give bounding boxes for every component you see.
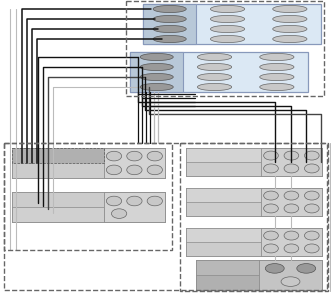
Ellipse shape [305,151,319,160]
Ellipse shape [147,151,163,161]
Bar [12,192,104,222]
Bar [4,143,172,250]
Bar [104,192,165,222]
Bar [186,228,322,256]
Bar [12,192,165,222]
Bar [104,148,165,178]
Ellipse shape [264,204,278,213]
Ellipse shape [211,35,245,43]
Ellipse shape [260,64,294,71]
Ellipse shape [264,164,278,173]
Ellipse shape [284,244,299,253]
Bar [186,162,261,176]
Bar [186,242,261,256]
Bar [196,260,259,275]
Ellipse shape [284,151,299,160]
Ellipse shape [140,74,173,81]
Ellipse shape [281,277,300,286]
Ellipse shape [273,35,307,43]
Ellipse shape [260,74,294,81]
Ellipse shape [264,151,278,160]
Bar [126,1,324,96]
Ellipse shape [153,5,186,13]
Ellipse shape [264,191,278,200]
Bar [143,4,321,44]
Ellipse shape [273,25,307,33]
Ellipse shape [106,196,122,206]
Ellipse shape [264,231,278,240]
Ellipse shape [305,164,319,173]
Bar [186,202,261,216]
Ellipse shape [106,165,122,175]
Bar [196,260,322,290]
Bar [186,228,261,242]
Bar [12,148,165,178]
Ellipse shape [265,264,284,273]
Ellipse shape [197,83,232,91]
Ellipse shape [153,35,186,43]
Bar [259,260,322,290]
Ellipse shape [140,83,173,91]
Ellipse shape [211,25,245,33]
Ellipse shape [273,15,307,23]
Ellipse shape [112,209,127,218]
Bar [186,148,261,162]
Ellipse shape [127,165,142,175]
Ellipse shape [305,191,319,200]
Ellipse shape [284,191,299,200]
Bar [130,52,308,92]
Ellipse shape [140,54,173,61]
Ellipse shape [127,151,142,161]
Ellipse shape [211,15,245,23]
Ellipse shape [211,5,245,13]
Ellipse shape [140,64,173,71]
Bar [130,52,183,92]
Bar [12,207,104,222]
Bar [261,148,322,176]
Ellipse shape [106,151,122,161]
Ellipse shape [305,204,319,213]
Ellipse shape [260,83,294,91]
Ellipse shape [273,5,307,13]
Bar [180,143,328,291]
Bar [143,4,196,44]
Bar [12,148,104,163]
Ellipse shape [197,54,232,61]
Ellipse shape [260,54,294,61]
Bar [12,148,104,178]
Bar [186,188,322,216]
Ellipse shape [147,196,163,206]
Bar [186,188,261,202]
Ellipse shape [305,231,319,240]
Bar [186,148,322,176]
Bar [261,228,322,256]
Ellipse shape [305,244,319,253]
Ellipse shape [284,231,299,240]
Bar [261,188,322,216]
Ellipse shape [153,15,186,23]
Bar [196,275,259,290]
Ellipse shape [197,64,232,71]
Ellipse shape [153,25,186,33]
Ellipse shape [264,244,278,253]
Ellipse shape [284,164,299,173]
Bar [4,143,327,290]
Ellipse shape [127,196,142,206]
Ellipse shape [284,204,299,213]
Ellipse shape [147,165,163,175]
Ellipse shape [197,74,232,81]
Ellipse shape [297,264,316,273]
